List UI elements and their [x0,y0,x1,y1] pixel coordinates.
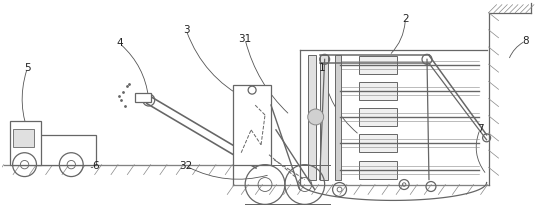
Bar [10,121,41,165]
Text: 3: 3 [183,25,189,35]
Bar [359,134,397,152]
Bar [359,82,397,100]
Bar [359,108,397,126]
Text: 5: 5 [24,63,31,73]
Text: 32: 32 [180,161,193,171]
Bar [308,55,316,180]
Bar [37,135,96,165]
Bar [320,55,328,180]
Bar [359,56,397,74]
Text: 6: 6 [92,161,98,171]
Bar [135,93,151,102]
Text: 8: 8 [522,36,529,46]
Bar [359,161,397,178]
Bar [12,129,34,147]
Text: 7: 7 [477,124,484,134]
Circle shape [308,109,324,125]
Bar [335,55,341,180]
Text: 1: 1 [319,63,326,73]
Text: 31: 31 [238,34,252,44]
Bar [233,85,271,165]
Text: 2: 2 [402,14,409,24]
Text: 4: 4 [116,38,123,48]
